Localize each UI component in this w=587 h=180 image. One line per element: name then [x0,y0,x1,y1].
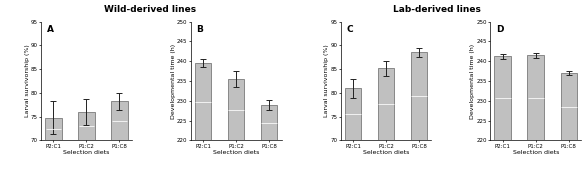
Bar [561,73,577,140]
Y-axis label: Larval survivorship (%): Larval survivorship (%) [25,45,29,117]
Bar [378,68,394,140]
Text: C: C [346,25,353,34]
Bar [261,105,278,140]
Text: Lab-derived lines: Lab-derived lines [393,5,481,14]
Bar [228,79,244,140]
Y-axis label: Larval survivorship (%): Larval survivorship (%) [324,45,329,117]
Text: Wild-derived lines: Wild-derived lines [104,5,195,14]
Bar [45,118,62,140]
Bar [411,53,427,140]
Text: D: D [496,25,503,34]
Text: B: B [196,25,203,34]
X-axis label: Selection diets: Selection diets [512,150,559,155]
X-axis label: Selection diets: Selection diets [363,150,409,155]
X-axis label: Selection diets: Selection diets [63,150,110,155]
Bar [528,55,544,140]
Bar [494,57,511,140]
X-axis label: Selection diets: Selection diets [213,150,259,155]
Bar [195,63,211,140]
Y-axis label: Developmental time (h): Developmental time (h) [470,43,475,119]
Bar [111,102,128,140]
Y-axis label: Developmental time (h): Developmental time (h) [171,43,176,119]
Bar [78,112,95,140]
Text: A: A [46,25,53,34]
Bar [345,88,361,140]
